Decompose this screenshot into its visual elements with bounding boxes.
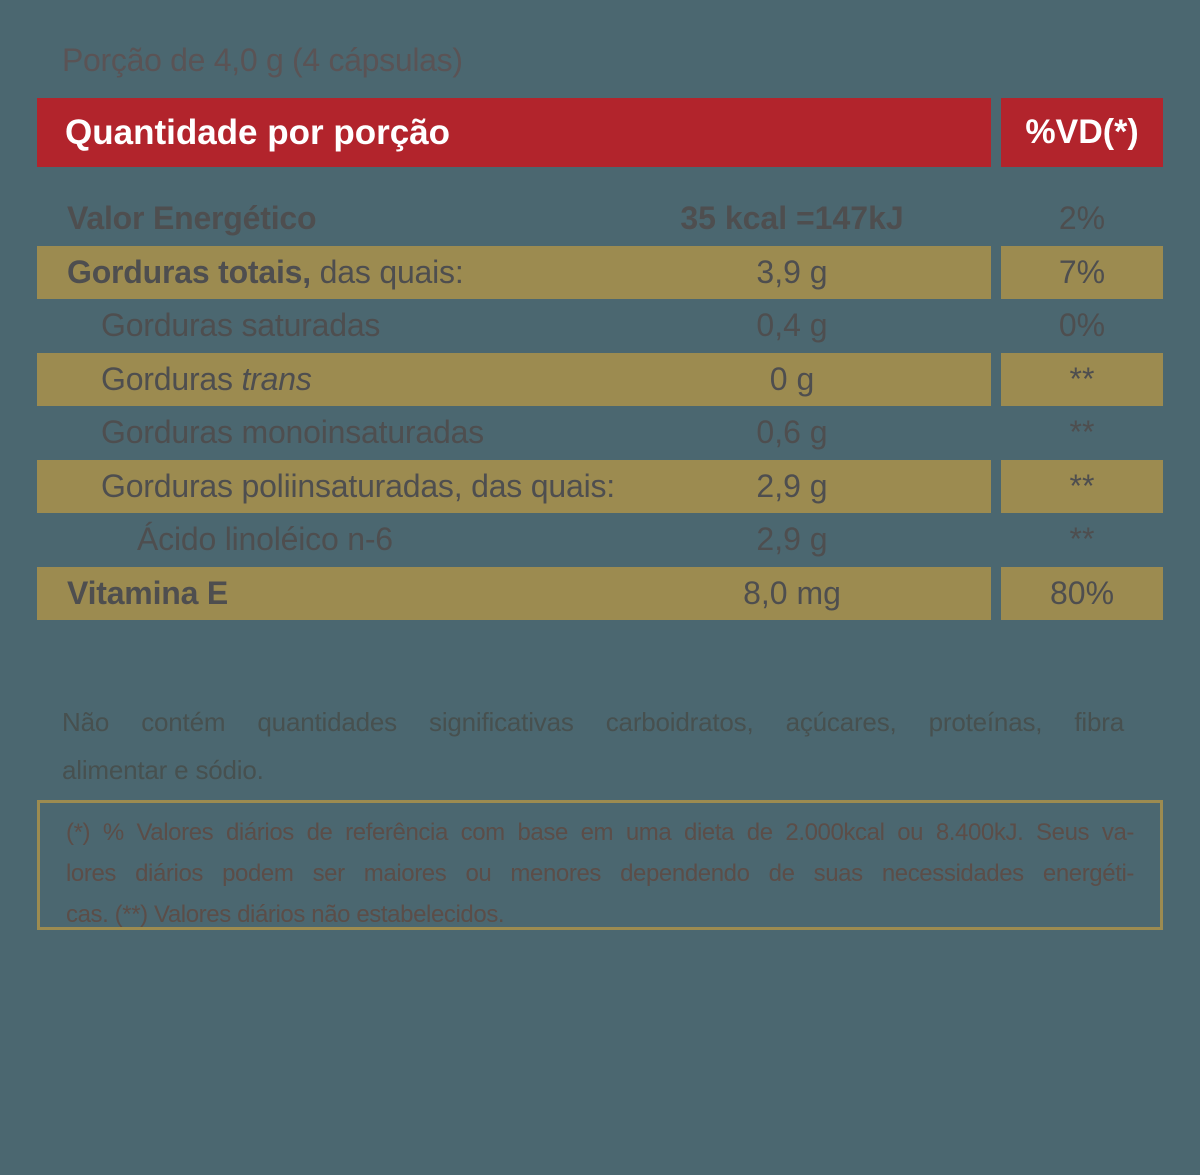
daily-value-cell: ** bbox=[1001, 352, 1163, 406]
daily-value-cell: 80% bbox=[1001, 566, 1163, 620]
footnote-line: (*) % Valores diários de referência com … bbox=[66, 819, 1134, 846]
table-row: Vitamina E 8,0 mg 80% bbox=[37, 566, 1163, 621]
nutrient-amount: 8,0 mg bbox=[743, 574, 841, 611]
nutrient-cell: Gorduras monoinsaturadas 0,6 g bbox=[37, 406, 991, 460]
table-row: Valor Energético 35 kcal =147kJ 2% bbox=[37, 192, 1163, 246]
daily-values-footnote: (*) % Valores diários de referência com … bbox=[37, 800, 1163, 930]
nutrient-name-bold: Vitamina E bbox=[67, 574, 229, 611]
nutrient-amount: 0 g bbox=[769, 360, 815, 397]
nutrient-name-prefix: Gorduras bbox=[101, 360, 242, 397]
nutrient-cell: Gorduras saturadas 0,4 g bbox=[37, 299, 991, 353]
nutrient-amount: 0,4 g bbox=[756, 307, 828, 343]
table-row: Gorduras trans 0 g ** bbox=[37, 352, 1163, 407]
no-significant-note: Não contém quantidades significativas ca… bbox=[62, 698, 1124, 794]
nutrient-name-rest: Gorduras saturadas bbox=[101, 307, 381, 343]
note-line: Não contém quantidades significativas ca… bbox=[62, 707, 1124, 737]
nutrient-name-rest: Gorduras poliinsaturadas, das quais: bbox=[101, 467, 615, 504]
nutrient-cell: Gorduras trans 0 g bbox=[37, 352, 991, 407]
daily-value-cell: 7% bbox=[1001, 245, 1163, 299]
header-quantity-per-serving: Quantidade por porção bbox=[37, 98, 991, 167]
nutrient-amount: 35 kcal =147kJ bbox=[680, 200, 904, 236]
nutrient-amount: 2,9 g bbox=[756, 467, 828, 504]
nutrient-name-rest: Gorduras monoinsaturadas bbox=[101, 414, 484, 450]
note-line: alimentar e sódio. bbox=[62, 755, 264, 785]
nutrient-name: Vitamina E bbox=[67, 567, 228, 621]
nutrient-cell: Gorduras poliinsaturadas, das quais: 2,9… bbox=[37, 459, 991, 514]
table-row: Gorduras poliinsaturadas, das quais: 2,9… bbox=[37, 459, 1163, 514]
daily-value-cell: 2% bbox=[1058, 200, 1106, 236]
nutrient-amount: 2,9 g bbox=[756, 521, 828, 557]
nutrient-name-italic: trans bbox=[241, 360, 312, 397]
footnote-line: lores diários podem ser maiores ou menor… bbox=[66, 860, 1134, 887]
daily-value-cell: ** bbox=[1069, 414, 1095, 450]
nutrient-name: Gorduras trans bbox=[101, 353, 312, 407]
footnote-line: cas. (**) Valores diários não estabeleci… bbox=[66, 901, 505, 928]
nutrient-name: Gorduras totais, das quais: bbox=[67, 246, 464, 300]
nutrient-name-bold: Gorduras totais, bbox=[67, 253, 311, 290]
nutrient-amount: 3,9 g bbox=[756, 253, 828, 290]
nutrient-cell: Vitamina E 8,0 mg bbox=[37, 566, 991, 621]
nutrient-name: Gorduras monoinsaturadas bbox=[101, 406, 484, 460]
nutrient-name: Gorduras poliinsaturadas, das quais: bbox=[101, 460, 615, 514]
daily-value-cell: ** bbox=[1001, 459, 1163, 513]
nutrient-name-rest: das quais: bbox=[310, 253, 464, 290]
nutrient-name: Gorduras saturadas bbox=[101, 299, 380, 353]
nutrient-cell: Valor Energético 35 kcal =147kJ bbox=[37, 192, 991, 246]
nutrient-name-rest: Ácido linoléico n-6 bbox=[137, 521, 393, 557]
table-header: Quantidade por porção %VD(*) bbox=[37, 98, 1163, 167]
nutrient-cell: Gorduras totais, das quais: 3,9 g bbox=[37, 245, 991, 300]
nutrient-amount: 0,6 g bbox=[756, 414, 828, 450]
daily-value-cell: ** bbox=[1069, 521, 1095, 557]
nutrient-name-bold: Valor Energético bbox=[67, 200, 317, 236]
nutrient-cell: Ácido linoléico n-6 2,9 g bbox=[37, 513, 991, 567]
table-row: Gorduras saturadas 0,4 g 0% bbox=[37, 299, 1163, 353]
table-row: Ácido linoléico n-6 2,9 g ** bbox=[37, 513, 1163, 567]
daily-value-cell: 0% bbox=[1058, 307, 1106, 343]
table-row: Gorduras monoinsaturadas 0,6 g ** bbox=[37, 406, 1163, 460]
nutrient-name: Ácido linoléico n-6 bbox=[137, 513, 393, 567]
nutrition-table: Valor Energético 35 kcal =147kJ 2% Gordu… bbox=[37, 192, 1163, 620]
serving-size: Porção de 4,0 g (4 cápsulas) bbox=[62, 42, 463, 78]
header-daily-value: %VD(*) bbox=[1001, 98, 1163, 167]
table-row: Gorduras totais, das quais: 3,9 g 7% bbox=[37, 245, 1163, 300]
nutrient-name: Valor Energético bbox=[67, 192, 317, 246]
